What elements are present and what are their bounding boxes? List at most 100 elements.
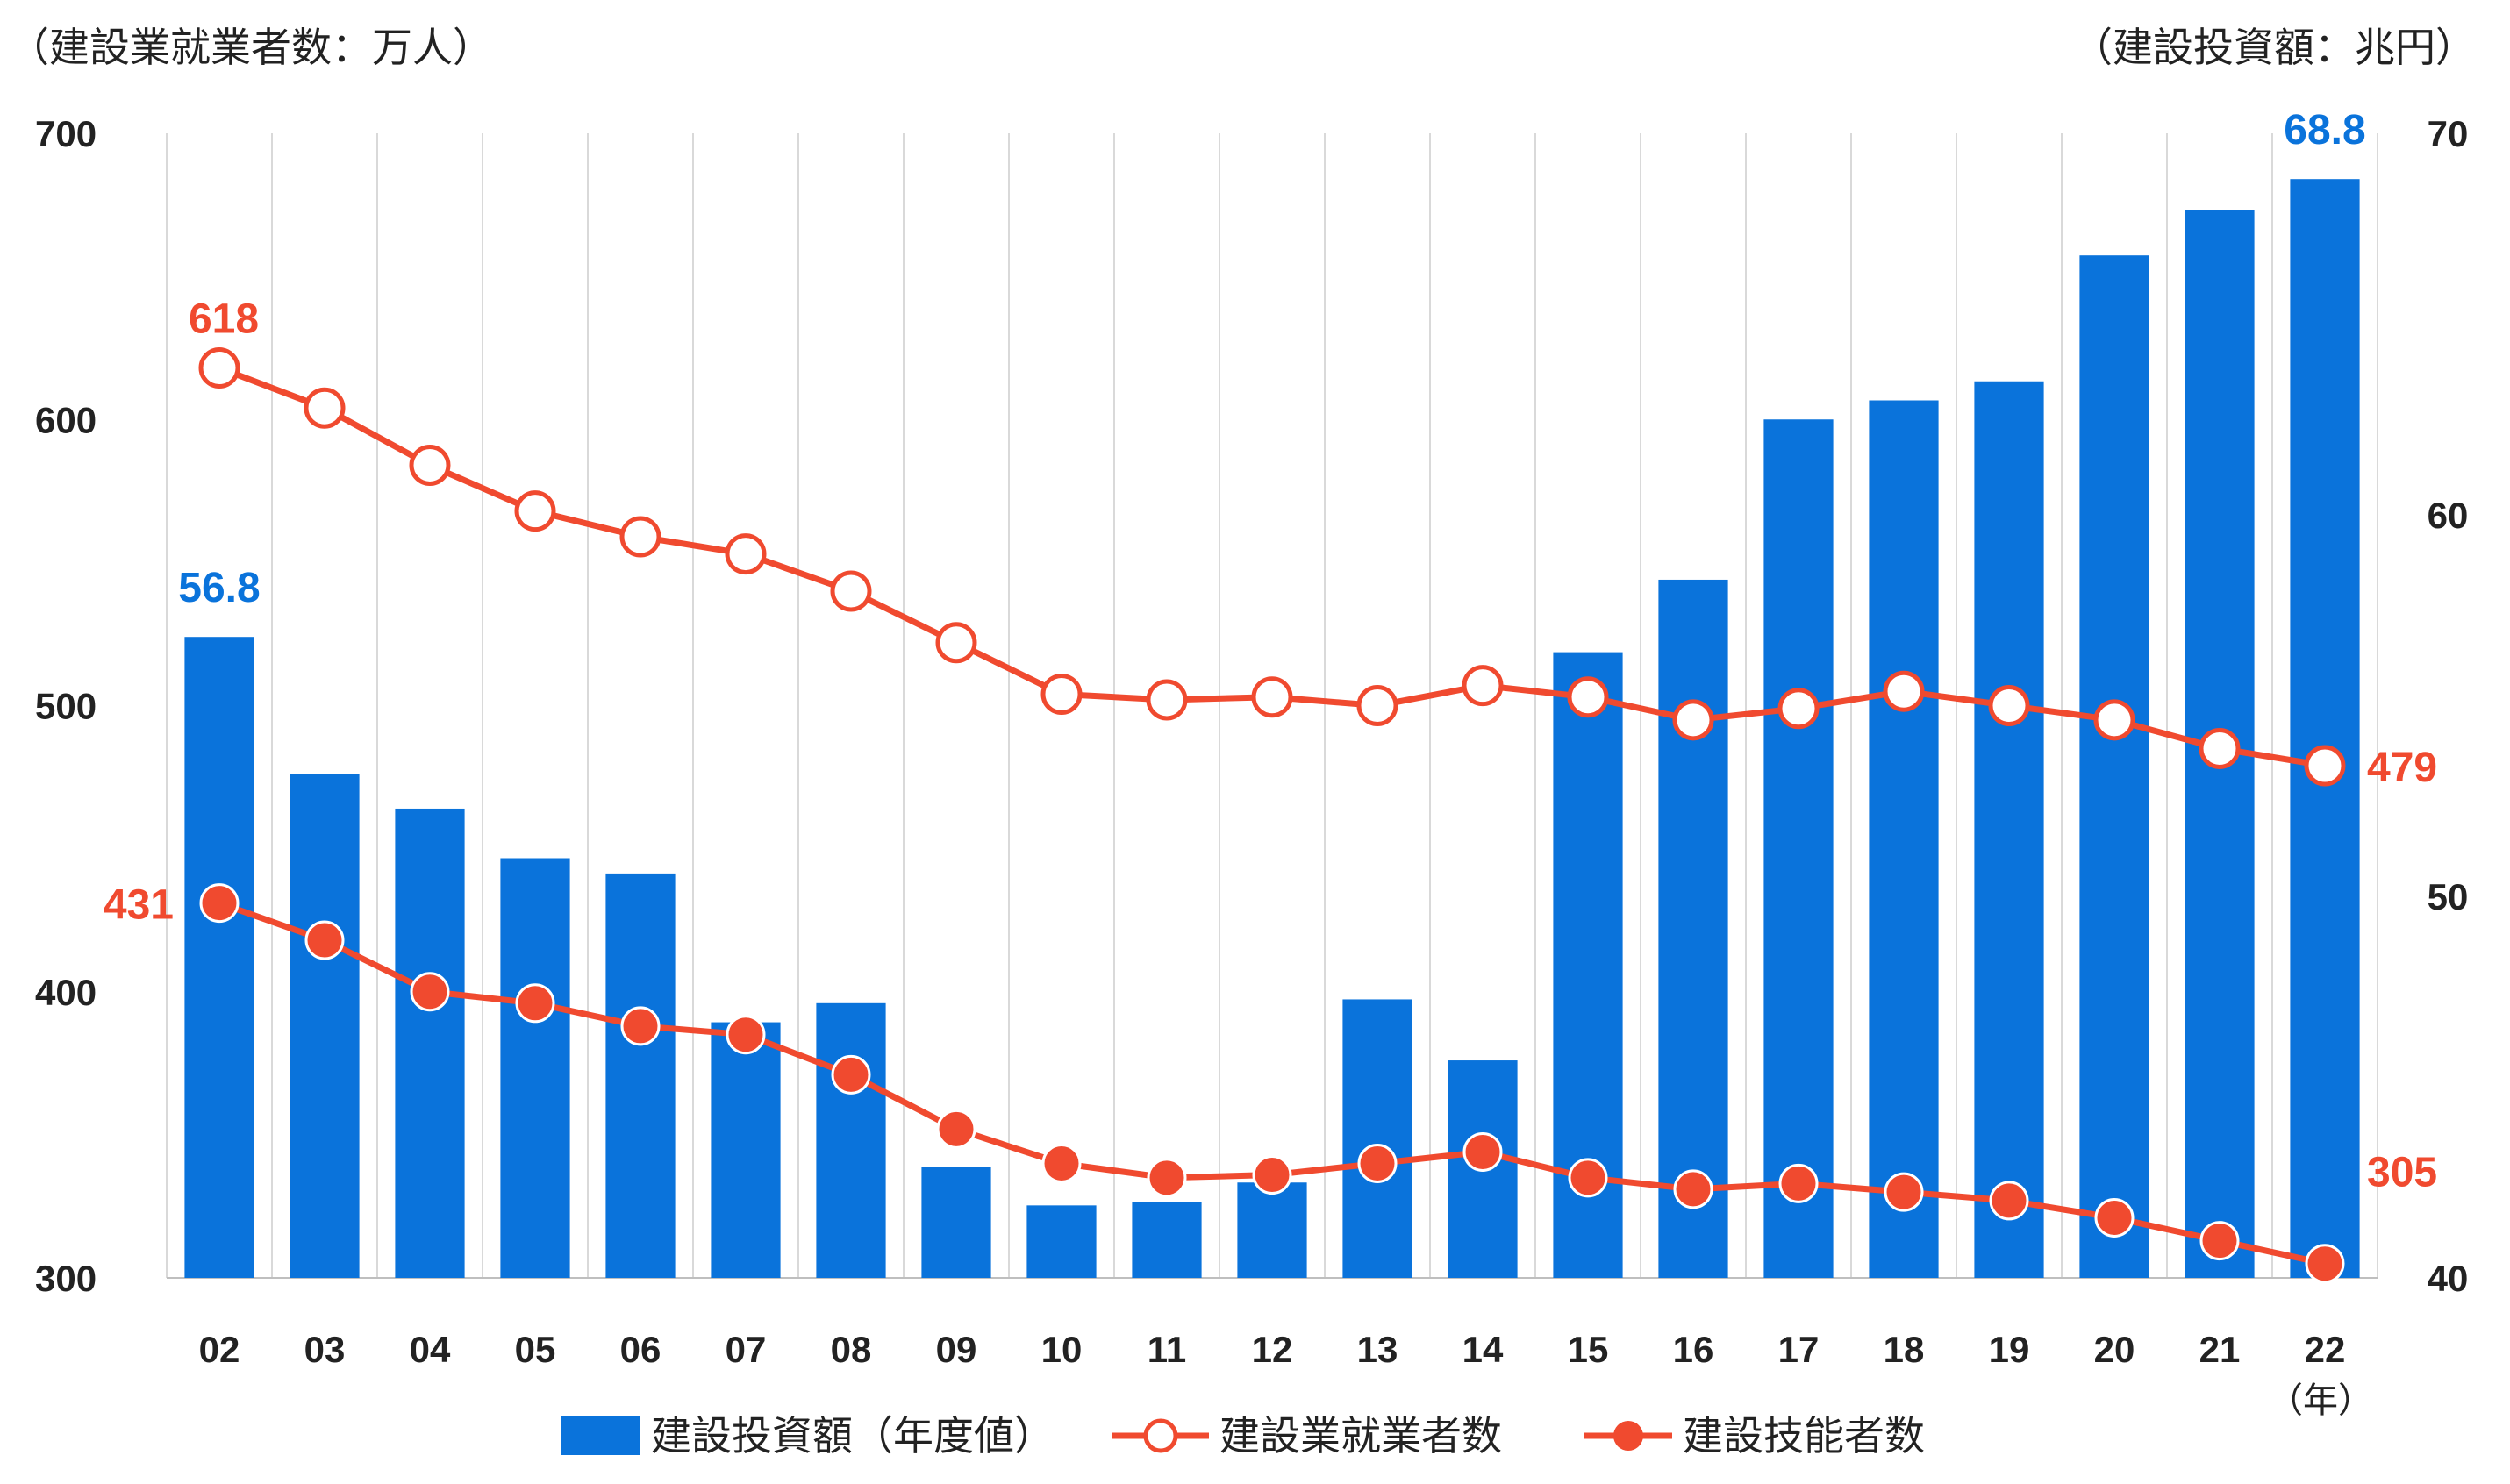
left-axis-tick-label: 300 [35, 1258, 97, 1299]
x-axis-tick-label: 14 [1462, 1329, 1504, 1370]
bar-investment [711, 1022, 781, 1278]
bar-investment [2290, 179, 2360, 1279]
x-axis-tick-label: 15 [1568, 1329, 1609, 1370]
marker-employees [409, 444, 451, 486]
bar-investment [921, 1167, 991, 1278]
bar-data-label: 56.8 [178, 565, 260, 611]
label-layer: 56.8 68.8 618 479 431 305 [104, 107, 2437, 1195]
marker-skilled-workers [1147, 1158, 1187, 1198]
x-axis-tick-label: 11 [1148, 1329, 1186, 1370]
marker-employees [1567, 676, 1609, 718]
marker-employees [1462, 665, 1504, 707]
axis-layer: 300 400 500 600 700 40 50 60 70 02 03 04 05 06 07 08 09 1… [35, 113, 2468, 1370]
bar-investment [1026, 1205, 1097, 1278]
bar-investment [1237, 1182, 1307, 1278]
marker-employees [1777, 688, 1820, 730]
marker-employees [514, 490, 556, 532]
marker-employees [198, 347, 240, 389]
bar-investment [395, 808, 465, 1278]
x-axis-tick-label: 21 [2199, 1329, 2241, 1370]
marker-skilled-workers [2305, 1244, 2345, 1284]
bar-investment [290, 774, 360, 1278]
marker-layer [198, 347, 2346, 1284]
x-axis-tick-label: 19 [1989, 1329, 2030, 1370]
bar-investment [1763, 419, 1834, 1278]
marker-employees [1356, 685, 1398, 726]
bar-investment [1974, 381, 2044, 1278]
bar-data-label: 68.8 [2284, 107, 2365, 153]
bar-investment [500, 858, 570, 1278]
x-axis-unit: （年） [2268, 1381, 2373, 1421]
x-axis-tick-label: 16 [1673, 1329, 1714, 1370]
marker-employees [830, 570, 872, 612]
marker-skilled-workers [726, 1015, 766, 1055]
marker-employees [2093, 699, 2135, 741]
marker-employees [1040, 673, 1083, 715]
x-axis-tick-label: 09 [936, 1329, 977, 1370]
marker-skilled-workers [1041, 1144, 1082, 1183]
x-axis-tick-label: 07 [726, 1329, 767, 1370]
bar-investment [1342, 999, 1412, 1278]
marker-skilled-workers [1357, 1144, 1398, 1183]
x-axis-tick-label: 04 [410, 1329, 451, 1370]
marker-employees [935, 622, 977, 664]
x-axis-tick-label: 13 [1357, 1329, 1398, 1370]
bar-investment [605, 873, 676, 1278]
line-data-label: 618 [189, 296, 259, 343]
legend: 建設投資額（年度値） 建設業就業者数 建設技能者数 [561, 1412, 1925, 1459]
marker-employees [725, 533, 767, 575]
x-axis-tick-label: 20 [2094, 1329, 2135, 1370]
marker-skilled-workers [1462, 1131, 1503, 1172]
bar-investment [1869, 400, 1939, 1278]
marker-employees [1883, 670, 1925, 712]
x-axis-tick-label: 06 [620, 1329, 661, 1370]
bar-investment [2079, 255, 2149, 1279]
x-axis-tick-label: 08 [831, 1329, 872, 1370]
x-axis-tick-label: 22 [2305, 1329, 2346, 1370]
bar-layer [184, 179, 2360, 1279]
x-axis-tick-label: 18 [1884, 1329, 1925, 1370]
legend-label-skilled-workers: 建設技能者数 [1683, 1412, 1925, 1459]
left-axis-tick-label: 600 [35, 399, 97, 440]
line-data-label: 479 [2367, 745, 2437, 791]
marker-skilled-workers [1989, 1181, 2029, 1221]
marker-skilled-workers [199, 883, 240, 924]
marker-employees [1672, 699, 1714, 741]
marker-employees [1251, 676, 1293, 718]
legend-label-investment: 建設投資額（年度値） [651, 1412, 1055, 1459]
marker-employees [2304, 745, 2346, 787]
marker-skilled-workers [831, 1054, 871, 1095]
marker-employees [2199, 727, 2241, 769]
marker-skilled-workers [1568, 1158, 1608, 1198]
legend-marker-skilled-workers [1613, 1421, 1643, 1451]
bar-investment [1132, 1202, 1202, 1278]
right-axis-tick-label: 60 [2428, 495, 2469, 536]
marker-skilled-workers [936, 1109, 976, 1149]
left-axis-tick-label: 700 [35, 113, 97, 154]
marker-employees [619, 516, 661, 558]
marker-employees [1988, 685, 2030, 726]
marker-skilled-workers [1884, 1172, 1924, 1212]
bar-investment [184, 637, 254, 1278]
left-axis-title: （建設業就業者数：万人） [9, 24, 493, 71]
x-axis-tick-label: 10 [1041, 1329, 1083, 1370]
marker-skilled-workers [1673, 1169, 1713, 1209]
x-axis-tick-label: 02 [199, 1329, 240, 1370]
marker-skilled-workers [304, 920, 345, 960]
x-axis-tick-label: 12 [1252, 1329, 1293, 1370]
marker-skilled-workers [515, 983, 555, 1024]
line-data-label: 431 [104, 882, 174, 929]
right-axis-tick-label: 70 [2428, 113, 2469, 154]
left-axis-tick-label: 500 [35, 686, 97, 727]
marker-skilled-workers [410, 972, 450, 1012]
marker-skilled-workers [1778, 1163, 1819, 1203]
x-axis-tick-label: 03 [304, 1329, 346, 1370]
left-axis-tick-label: 400 [35, 972, 97, 1013]
marker-skilled-workers [1252, 1155, 1292, 1195]
line-data-label: 305 [2367, 1150, 2437, 1196]
marker-employees [1146, 679, 1188, 721]
right-axis-title: （建設投資額：兆円） [2072, 24, 2476, 71]
marker-skilled-workers [2199, 1221, 2240, 1261]
